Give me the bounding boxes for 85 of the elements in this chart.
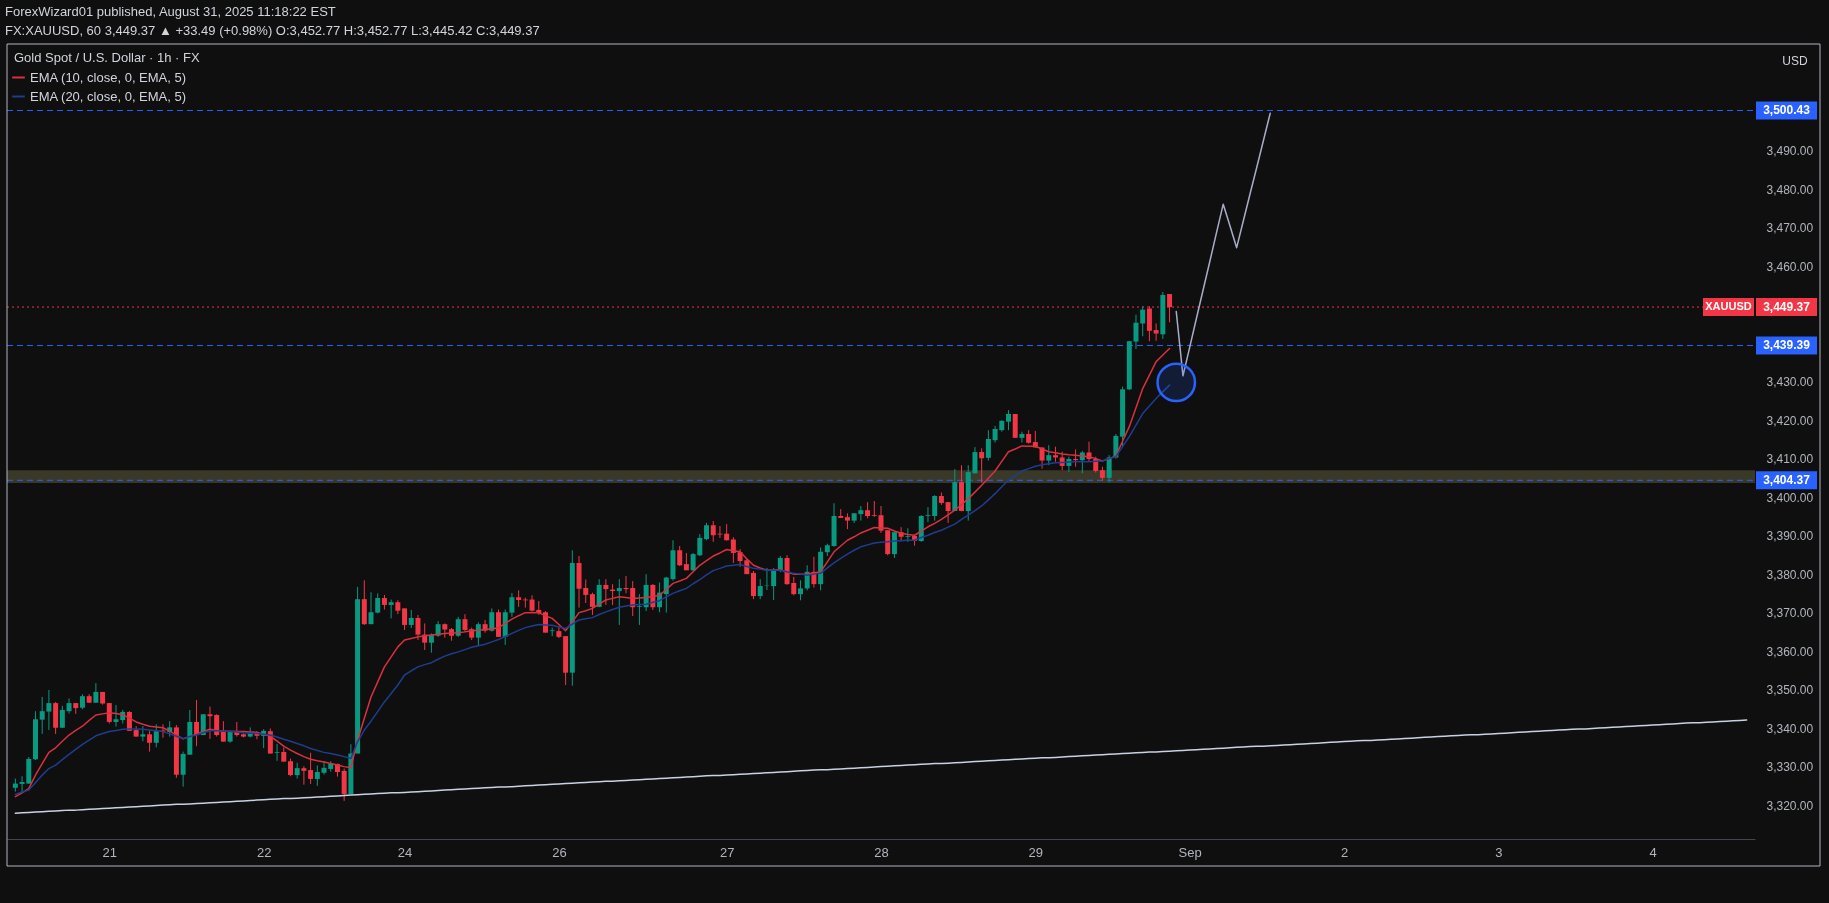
- candlestick: [589, 592, 595, 616]
- candlestick: [891, 531, 897, 559]
- y-tick-label: 3,420.00: [1766, 413, 1814, 428]
- ref-line-label: 3,439.39: [1763, 338, 1811, 353]
- x-tick-label: 4: [1649, 844, 1657, 860]
- x-tick-label: Sep: [1178, 844, 1202, 860]
- y-tick-label: 3,340.00: [1766, 721, 1814, 736]
- candlestick: [341, 768, 347, 802]
- candlestick: [871, 500, 877, 518]
- candlestick: [764, 567, 770, 591]
- candlestick: [1140, 305, 1146, 337]
- candlestick: [301, 765, 307, 786]
- candlestick: [677, 545, 683, 567]
- line-series: [14, 719, 1748, 814]
- candlestick: [93, 682, 99, 704]
- text: ForexWizard01 published, August 31, 2025 11:18:22 EST: [5, 4, 336, 19]
- candlestick: [1046, 444, 1052, 466]
- y-tick-label: 3,430.00: [1766, 375, 1814, 390]
- candlestick: [1106, 454, 1112, 483]
- y-tick-label: 3,360.00: [1766, 644, 1814, 659]
- x-tick-label: 2: [1340, 844, 1349, 860]
- candlestick: [636, 593, 642, 626]
- annotation: XAUUSD: [1705, 300, 1752, 313]
- candlestick: [797, 579, 803, 601]
- x-tick-label: 21: [102, 844, 118, 860]
- candlestick: [415, 614, 421, 641]
- ref-line-label: 3,404.37: [1763, 473, 1811, 488]
- y-tick-label: 3,330.00: [1766, 760, 1814, 775]
- legend-label: EMA (10, close, 0, EMA, 5): [30, 69, 187, 85]
- candlestick: [979, 447, 985, 483]
- candlestick: [274, 743, 280, 762]
- x-tick-label: 22: [256, 844, 272, 860]
- candlestick: [106, 702, 112, 724]
- candlestick: [757, 578, 763, 600]
- legend-label: EMA (20, close, 0, EMA, 5): [30, 88, 187, 104]
- y-tick-label: 3,390.00: [1766, 529, 1814, 544]
- y-tick-label: 3,460.00: [1766, 259, 1814, 274]
- candlestick: [730, 536, 736, 564]
- candlestick: [771, 567, 777, 601]
- y-tick-label: 3,370.00: [1766, 606, 1814, 621]
- candlestick: [220, 720, 226, 743]
- candlestick: [388, 599, 394, 619]
- candlestick: [1006, 409, 1011, 431]
- candlestick: [925, 506, 931, 523]
- candlestick: [153, 723, 159, 748]
- candlestick: [603, 578, 609, 606]
- candlestick: [140, 725, 146, 742]
- ref-line-label: 3,500.43: [1763, 103, 1811, 118]
- candlestick: [455, 616, 461, 638]
- y-tick-label: 3,480.00: [1766, 182, 1814, 197]
- candlestick: [207, 706, 213, 740]
- x-tick-label: 27: [719, 844, 735, 860]
- candlestick: [428, 632, 434, 654]
- candlestick: [751, 570, 756, 600]
- candlestick: [985, 429, 991, 462]
- candlestick: [408, 609, 414, 629]
- candlestick: [308, 752, 314, 785]
- text: USD: [1782, 54, 1808, 68]
- x-tick-label: 26: [552, 844, 567, 860]
- candlestick: [66, 697, 72, 714]
- candlestick: [710, 520, 716, 543]
- ref-line-label: 3,449.37: [1763, 300, 1811, 315]
- y-tick-label: 3,470.00: [1766, 221, 1814, 236]
- y-tick-label: 3,400.00: [1766, 490, 1814, 505]
- candlestick: [402, 607, 408, 631]
- candlestick: [616, 578, 622, 626]
- candlestick: [147, 730, 153, 753]
- candlestick: [1153, 323, 1159, 342]
- line-series: [1175, 112, 1271, 377]
- x-tick-label: 29: [1028, 844, 1044, 860]
- y-tick-label: 3,320.00: [1766, 798, 1814, 813]
- y-tick-label: 3,380.00: [1766, 567, 1814, 582]
- candlestick: [1039, 446, 1045, 470]
- candlestick: [945, 501, 951, 524]
- x-tick-label: 24: [397, 844, 413, 860]
- x-tick-label: 3: [1495, 844, 1503, 860]
- candlestick: [1019, 431, 1025, 443]
- x-tick-label: 28: [874, 844, 889, 860]
- chart-subtitle: FX:XAUUSD, 60 3,449.37 ▲ +33.49 (+0.98%) O:3,452.77 H:3,452.77 L:3,445.42 C:3,449.37: [5, 23, 540, 38]
- text: Gold Spot / U.S. Dollar · 1h · FX: [14, 50, 200, 65]
- candlestick: [314, 764, 320, 787]
- y-tick-label: 3,490.00: [1766, 144, 1814, 159]
- y-tick-label: 3,410.00: [1766, 452, 1814, 467]
- candlestick: [932, 494, 938, 522]
- y-tick-label: 3,350.00: [1766, 683, 1814, 698]
